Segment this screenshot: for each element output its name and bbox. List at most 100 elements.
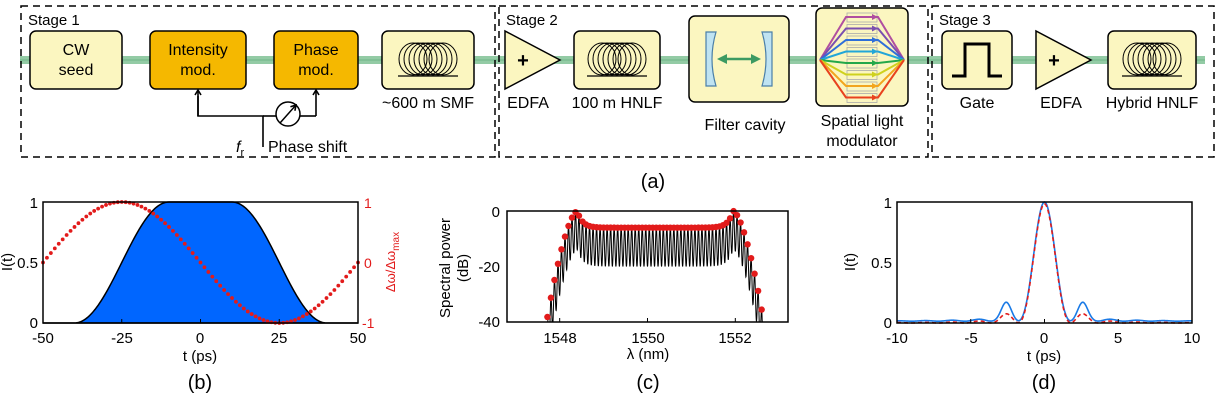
panel-b-chirp-point xyxy=(186,246,191,251)
panel-b-chirp-point xyxy=(96,206,101,211)
panel-b-chirp-point xyxy=(178,237,183,242)
panel-c-envelope-point xyxy=(740,229,748,236)
panel-b-xtick-2: 0 xyxy=(196,330,204,347)
coil-loop xyxy=(398,42,428,76)
panel-b-chirp-point xyxy=(167,225,171,229)
slm-ray-arrow xyxy=(872,71,878,78)
phase-shift-label: Phase shift xyxy=(268,139,348,156)
slm-ray-arrow xyxy=(872,14,878,20)
panel-b-chirp-point xyxy=(245,309,250,314)
edfa-1-amplifier-icon xyxy=(504,29,562,91)
panel-c-envelope-point xyxy=(575,212,583,219)
panel-c-xtick-0: 1548 xyxy=(543,330,576,347)
panel-c-xtick-2: 1552 xyxy=(718,330,751,347)
panel-b-chirp-point xyxy=(249,312,254,316)
panel-b-chirp-point xyxy=(328,292,333,297)
panel-d-red-dashed-line xyxy=(896,202,1193,324)
panel-b-chart: -50 -25 0 25 50 0 0.5 1 -1 0 1 I(t) Δω/Δ… xyxy=(0,195,402,394)
panel-c-ylabel-line2: (dB) xyxy=(455,254,472,282)
panel-b-chirp-point xyxy=(253,314,258,319)
panel-b-chirp-point xyxy=(56,241,61,246)
phase-mod-label-line2: mod. xyxy=(298,62,334,79)
panel-b-chirp-point xyxy=(68,228,73,233)
coil-loop xyxy=(602,42,632,76)
panel-c-ytick-2: -40 xyxy=(478,314,500,331)
panel-b-chirp-point xyxy=(135,203,140,207)
coil-loop xyxy=(592,42,622,76)
panel-b-chirp-point xyxy=(72,225,77,229)
coil-loop xyxy=(597,42,627,76)
coil-loop xyxy=(612,42,642,76)
filter-mirror-left xyxy=(705,31,717,87)
panel-c-envelope-point xyxy=(758,306,765,313)
slm-label-line1: Spatial light xyxy=(821,113,904,130)
panel-b-chirp-point xyxy=(202,265,207,270)
panel-b-chirp-point xyxy=(316,303,321,308)
panel-b-ytick-right-1: 0 xyxy=(364,255,372,271)
panel-b-chirp-point xyxy=(171,228,175,233)
panel-b-chirp-point xyxy=(293,318,297,322)
panel-c-chart: 1548 1550 1552 0 -20 -40 Spectral power … xyxy=(437,204,789,394)
gate-label: Gate xyxy=(960,95,995,112)
hnlf-label: 100 m HNLF xyxy=(572,95,663,112)
panel-c-envelope-point xyxy=(544,313,551,321)
panel-b-chirp-point xyxy=(206,270,211,274)
panel-d-ytick-0: 0 xyxy=(884,315,892,332)
panel-d-plot-area xyxy=(896,201,1193,324)
slm-ray xyxy=(819,59,905,76)
panel-c-envelope-point xyxy=(744,241,751,248)
stage-2-label: Stage 2 xyxy=(506,12,558,29)
coil-loop xyxy=(418,42,448,76)
panel-b-chirp-point xyxy=(155,214,160,219)
panel-b-chirp-point xyxy=(352,265,356,270)
panel-b-chirp-point xyxy=(320,299,325,304)
panel-b-chirp-point xyxy=(163,221,167,226)
panel-c-axes-frame xyxy=(506,210,789,323)
panel-c-envelope-point xyxy=(558,246,565,253)
caption-c: (c) xyxy=(636,372,659,394)
slm-box xyxy=(815,7,909,107)
panel-b-chirp-point xyxy=(159,217,164,222)
panel-b-chirp-point xyxy=(336,283,341,288)
filter-cavity-label: Filter cavity xyxy=(705,117,786,134)
stage-3-label: Stage 3 xyxy=(939,12,991,29)
panel-c-envelope-point xyxy=(751,270,758,277)
slm-ray-arrow xyxy=(872,60,878,66)
panel-d-xlabel: t (ps) xyxy=(1027,348,1061,365)
edfa-1-label: EDFA xyxy=(507,95,549,112)
hnlf-box xyxy=(573,30,661,90)
panel-c-envelope-point xyxy=(737,219,744,226)
filter-mirror-right xyxy=(761,31,773,87)
hybrid-hnlf-coil-icon xyxy=(1122,42,1182,77)
smf-coil-icon xyxy=(398,42,458,77)
panel-d-xtick-4: 10 xyxy=(1184,330,1201,347)
panel-b-chirp-point xyxy=(257,316,262,321)
panel-b-chirp-point xyxy=(312,306,317,311)
coil-loop xyxy=(1137,42,1167,76)
panel-b-chirp-point xyxy=(214,279,219,284)
panel-d-xtick-3: 5 xyxy=(1114,330,1122,347)
panel-c-envelope-point xyxy=(551,276,558,284)
coil-loop xyxy=(1132,42,1162,76)
panel-b-xtick-3: 25 xyxy=(271,330,288,347)
panel-c-envelope-point xyxy=(568,214,576,221)
stage-1-label: Stage 1 xyxy=(28,12,80,29)
panel-b-chirp-point xyxy=(324,296,329,300)
panel-b-chirp-point xyxy=(344,274,349,279)
edfa-1-plus: + xyxy=(517,50,529,72)
panel-b-chirp-point xyxy=(88,211,93,216)
panel-b-chirp-point xyxy=(80,217,85,222)
panel-c-envelope-point xyxy=(754,287,762,295)
panel-c-envelope-point xyxy=(565,222,572,230)
panel-b-xtick-4: 50 xyxy=(350,330,367,347)
panel-b-chirp-point xyxy=(143,206,148,211)
panel-b-chirp-point xyxy=(332,288,337,292)
coil-loop xyxy=(403,42,433,76)
cw-seed-label-line1: CW xyxy=(63,42,91,59)
phase-shifter-icon xyxy=(275,101,301,127)
panel-b-chirp-point xyxy=(64,233,69,237)
coil-loop xyxy=(1147,42,1177,76)
panel-d-xtick-1: -5 xyxy=(964,330,977,347)
intensity-mod-label-line1: Intensity xyxy=(168,42,228,59)
